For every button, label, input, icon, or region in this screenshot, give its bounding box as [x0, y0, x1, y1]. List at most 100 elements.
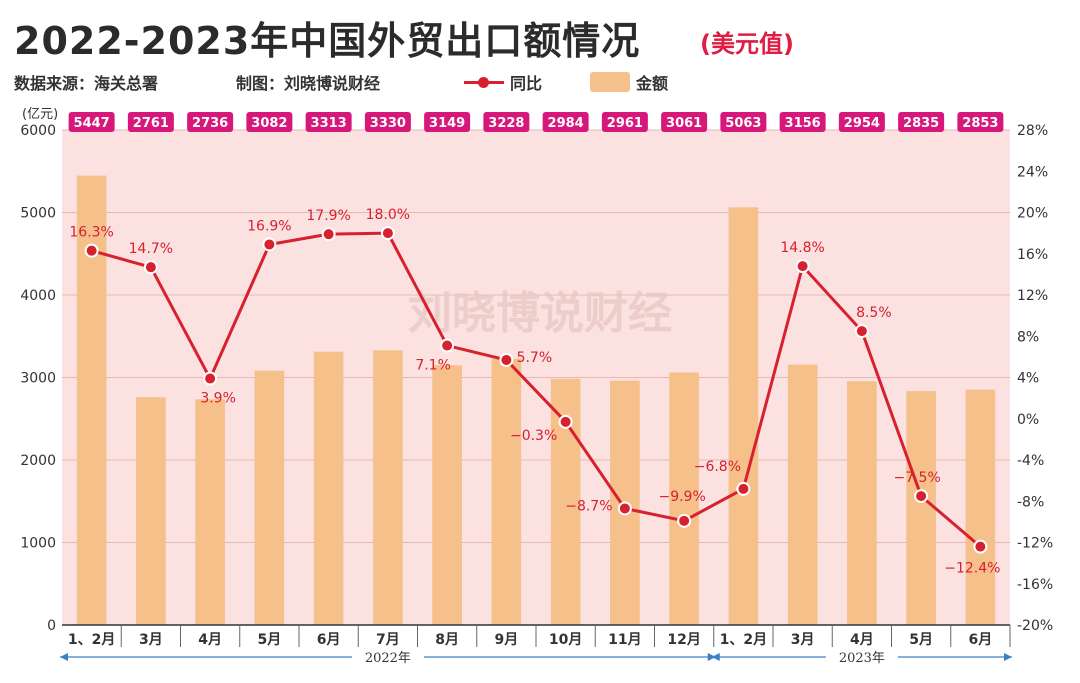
chart-subtitle: (美元值): [700, 30, 794, 58]
y-left-unit: (亿元): [22, 107, 58, 122]
bar-value-label: 5447: [74, 116, 110, 131]
yoy-value-label: 14.7%: [129, 241, 173, 257]
bar: [787, 364, 818, 625]
x-tick-label: 1、2月: [68, 632, 115, 648]
yoy-line: [91, 231, 982, 548]
yoy-point: [558, 414, 573, 429]
bar: [906, 391, 936, 625]
year-label-bg: [825, 647, 898, 667]
yoy-point: [321, 227, 336, 242]
bar-value-label: 3330: [370, 116, 406, 131]
yoy-point: [854, 324, 869, 339]
bar-value-badge: [898, 112, 945, 132]
chart-title: 2022-2023年中国外贸出口额情况: [14, 19, 641, 63]
yoy-point: [143, 260, 158, 275]
yoy-value-label: 18.0%: [366, 207, 410, 223]
yoy-point: [84, 243, 99, 258]
yoy-point: [203, 371, 218, 386]
bar-value-label: 3061: [666, 116, 702, 131]
bar-value-label: 2761: [133, 116, 169, 131]
bar-value-label: 3313: [311, 116, 347, 131]
source-label: 数据来源：海关总署: [14, 74, 159, 93]
x-tick-label: 6月: [317, 632, 341, 648]
year-bracket-arrow-right: [1004, 653, 1012, 661]
x-tick-label: 11月: [608, 632, 641, 648]
y-right-tick-label: 16%: [1017, 247, 1048, 263]
x-tick-label: 6月: [969, 632, 993, 648]
bar-value-badge: [364, 112, 411, 132]
bar-value-badge: [542, 112, 589, 132]
bar: [847, 381, 877, 625]
y-left-tick-label: 4000: [20, 288, 56, 304]
y-left-tick-label: 6000: [20, 123, 56, 139]
bar: [254, 370, 285, 625]
yoy-value-label: −12.4%: [944, 561, 1000, 577]
yoy-value-label: 16.3%: [69, 225, 113, 241]
x-tick-label: 7月: [376, 632, 400, 648]
bar-value-badge: [661, 112, 708, 132]
year-label-bg: [351, 647, 424, 667]
yoy-value-label: −7.5%: [893, 470, 940, 486]
y-right-tick-label: 24%: [1017, 164, 1048, 180]
y-right-tick-label: -8%: [1017, 494, 1044, 510]
bar: [491, 358, 522, 625]
bar-value-badge: [305, 112, 352, 132]
x-tick-label: 10月: [549, 632, 582, 648]
yoy-value-label: 16.9%: [247, 218, 291, 234]
x-tick-label: 3月: [791, 632, 815, 648]
x-tick-label: 5月: [909, 632, 933, 648]
year-group-label: 2023年: [839, 651, 885, 666]
bar-value-label: 2984: [548, 116, 584, 131]
y-right-tick-label: -4%: [1017, 453, 1044, 469]
bar-value-badge: [483, 112, 530, 132]
yoy-point: [617, 501, 632, 516]
yoy-point: [973, 539, 988, 554]
yoy-value-label: −0.3%: [510, 428, 557, 444]
yoy-point: [499, 352, 514, 367]
yoy-point: [677, 513, 692, 528]
year-bracket-arrow-left: [711, 653, 720, 661]
bar-value-label: 2736: [192, 116, 228, 131]
y-right-tick-label: -20%: [1017, 618, 1053, 634]
y-right-tick-label: -12%: [1017, 536, 1053, 552]
yoy-value-label: 14.8%: [780, 240, 824, 256]
yoy-point: [262, 237, 277, 252]
bar: [728, 207, 759, 626]
bar-value-label: 3149: [429, 116, 465, 131]
bar-value-label: 3082: [251, 116, 287, 131]
bar-value-label: 3228: [488, 116, 524, 131]
bar: [432, 365, 462, 625]
yoy-value-label: −8.7%: [565, 498, 612, 514]
bar: [136, 397, 166, 625]
x-tick-label: 9月: [495, 632, 519, 648]
bar-value-badge: [838, 112, 885, 132]
yoy-value-label: 3.9%: [200, 391, 236, 407]
y-left-tick-label: 5000: [20, 206, 56, 222]
year-bracket-arrow-left: [60, 653, 68, 661]
x-tick-label: 1、2月: [720, 632, 767, 648]
yoy-value-label: −9.9%: [658, 489, 705, 505]
yoy-point: [440, 338, 455, 353]
legend-line-label: 同比: [510, 74, 543, 93]
yoy-value-label: 7.1%: [415, 358, 451, 374]
y-right-tick-label: -16%: [1017, 577, 1053, 593]
author-label: 制图：刘晓博说财经: [236, 74, 381, 93]
bar-value-label: 2954: [844, 116, 880, 131]
y-left-tick-label: 0: [47, 618, 56, 634]
yoy-point: [795, 259, 810, 274]
bar: [76, 175, 107, 625]
y-right-tick-label: 4%: [1017, 371, 1039, 387]
bar-value-label: 2853: [962, 116, 998, 131]
year-group-label: 2022年: [365, 651, 411, 666]
bar: [195, 399, 225, 625]
yoy-value-label: −6.8%: [694, 459, 741, 475]
bar-value-badge: [127, 112, 174, 132]
bar-value-badge: [779, 112, 826, 132]
bar-value-badge: [957, 112, 1004, 132]
x-tick-label: 12月: [667, 632, 700, 648]
y-right-tick-label: 28%: [1017, 123, 1048, 139]
y-right-tick-label: 8%: [1017, 329, 1039, 345]
bar: [965, 389, 996, 625]
bar: [373, 350, 403, 625]
